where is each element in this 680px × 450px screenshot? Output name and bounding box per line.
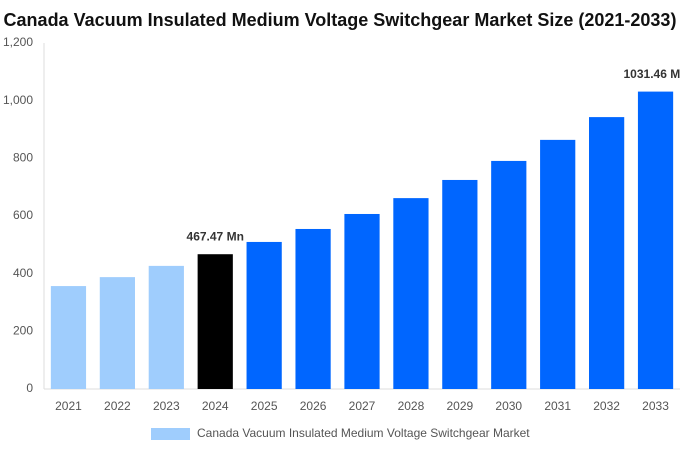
y-tick-label: 600 — [13, 208, 33, 222]
legend-swatch — [151, 428, 190, 440]
x-tick-label: 2022 — [104, 399, 131, 413]
y-tick-label: 0 — [26, 381, 33, 395]
bar — [637, 91, 674, 389]
x-tick-label: 2023 — [153, 399, 180, 413]
bar — [197, 254, 233, 389]
x-tick-label: 2028 — [398, 399, 425, 413]
bar — [148, 265, 184, 389]
x-tick-label: 2026 — [300, 399, 327, 413]
bar — [540, 139, 576, 389]
x-tick-label: 2030 — [495, 399, 522, 413]
x-tick-label: 2032 — [593, 399, 620, 413]
x-tick-label: 2033 — [642, 399, 669, 413]
x-tick-label: 2031 — [544, 399, 571, 413]
y-tick-label: 400 — [13, 266, 33, 280]
bar — [246, 241, 282, 389]
bar — [491, 160, 527, 389]
bar — [99, 277, 135, 389]
bar — [442, 179, 478, 389]
y-tick-label: 800 — [13, 151, 33, 165]
chart-title: Canada Vacuum Insulated Medium Voltage S… — [4, 10, 677, 30]
x-tick-label: 2029 — [446, 399, 473, 413]
value-label: 467.47 Mn — [187, 229, 244, 243]
bar — [393, 198, 429, 389]
x-tick-label: 2025 — [251, 399, 278, 413]
legend-label: Canada Vacuum Insulated Medium Voltage S… — [197, 426, 530, 440]
bar — [344, 213, 380, 389]
x-tick-label: 2024 — [202, 399, 229, 413]
y-tick-label: 1,000 — [3, 93, 33, 107]
x-tick-label: 2021 — [55, 399, 82, 413]
bar — [50, 286, 87, 389]
bar — [589, 117, 625, 389]
y-tick-label: 1,200 — [3, 35, 33, 49]
x-tick-label: 2027 — [349, 399, 376, 413]
y-tick-label: 200 — [13, 324, 33, 338]
value-label: 1031.46 Mn — [624, 67, 680, 81]
bar — [295, 228, 331, 389]
